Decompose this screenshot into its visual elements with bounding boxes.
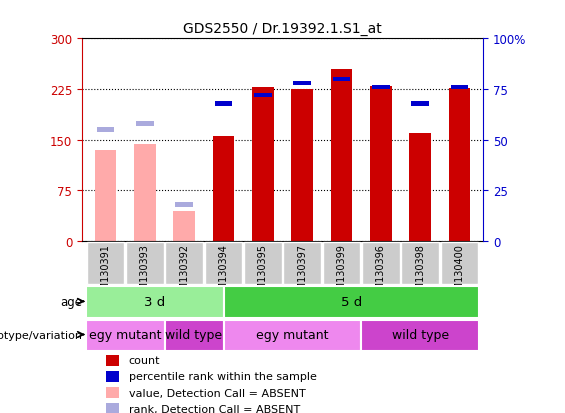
Bar (451, 85, 468, 90)
FancyBboxPatch shape (86, 242, 124, 285)
Bar (106, 355, 119, 366)
Bar (411, 102, 429, 107)
FancyBboxPatch shape (323, 242, 360, 285)
FancyBboxPatch shape (86, 320, 164, 351)
Text: wild type: wild type (166, 328, 223, 341)
Text: rank, Detection Call = ABSENT: rank, Detection Call = ABSENT (129, 404, 300, 413)
FancyBboxPatch shape (362, 242, 399, 285)
Bar (254, 93, 272, 98)
Text: GSM130391: GSM130391 (101, 244, 111, 302)
FancyBboxPatch shape (166, 242, 203, 285)
Text: genotype/variation: genotype/variation (0, 330, 82, 339)
Text: egy mutant: egy mutant (89, 328, 162, 341)
Bar (106, 404, 119, 413)
Text: GSM130393: GSM130393 (140, 244, 150, 302)
Text: GSM130396: GSM130396 (376, 244, 386, 302)
Bar (372, 85, 390, 90)
FancyBboxPatch shape (224, 287, 479, 318)
Bar (106, 387, 119, 398)
Bar (333, 77, 350, 82)
Title: GDS2550 / Dr.19392.1.S1_at: GDS2550 / Dr.19392.1.S1_at (183, 21, 382, 36)
Bar (409, 134, 431, 242)
Bar (134, 145, 156, 242)
FancyBboxPatch shape (164, 320, 224, 351)
FancyBboxPatch shape (283, 242, 321, 285)
Bar (293, 81, 311, 86)
Text: GSM130395: GSM130395 (258, 244, 268, 303)
FancyBboxPatch shape (441, 242, 479, 285)
FancyBboxPatch shape (205, 242, 242, 285)
Text: value, Detection Call = ABSENT: value, Detection Call = ABSENT (129, 388, 306, 398)
Bar (370, 87, 392, 242)
Bar (95, 150, 116, 242)
FancyBboxPatch shape (401, 242, 439, 285)
Bar (292, 90, 313, 242)
Bar (331, 69, 353, 242)
Text: 5 d: 5 d (341, 295, 362, 308)
Text: GSM130400: GSM130400 (454, 244, 464, 302)
Text: wild type: wild type (392, 328, 449, 341)
FancyBboxPatch shape (126, 242, 164, 285)
Text: GSM130399: GSM130399 (337, 244, 346, 302)
Text: count: count (129, 355, 160, 365)
FancyBboxPatch shape (244, 242, 282, 285)
Text: percentile rank within the sample: percentile rank within the sample (129, 371, 317, 382)
Bar (215, 102, 232, 107)
Text: GSM130392: GSM130392 (179, 244, 189, 303)
Text: GSM130397: GSM130397 (297, 244, 307, 303)
Bar (136, 122, 154, 127)
Text: GSM130394: GSM130394 (219, 244, 228, 302)
FancyBboxPatch shape (224, 320, 361, 351)
Bar (173, 211, 195, 242)
Text: 3 d: 3 d (144, 295, 166, 308)
FancyBboxPatch shape (86, 287, 224, 318)
Bar (106, 371, 119, 382)
Text: GSM130398: GSM130398 (415, 244, 425, 302)
Bar (97, 128, 114, 133)
Text: egy mutant: egy mutant (256, 328, 329, 341)
Text: age: age (60, 295, 82, 308)
Bar (175, 203, 193, 208)
Bar (449, 88, 470, 242)
FancyBboxPatch shape (361, 320, 479, 351)
Bar (252, 88, 273, 242)
Bar (212, 137, 234, 242)
